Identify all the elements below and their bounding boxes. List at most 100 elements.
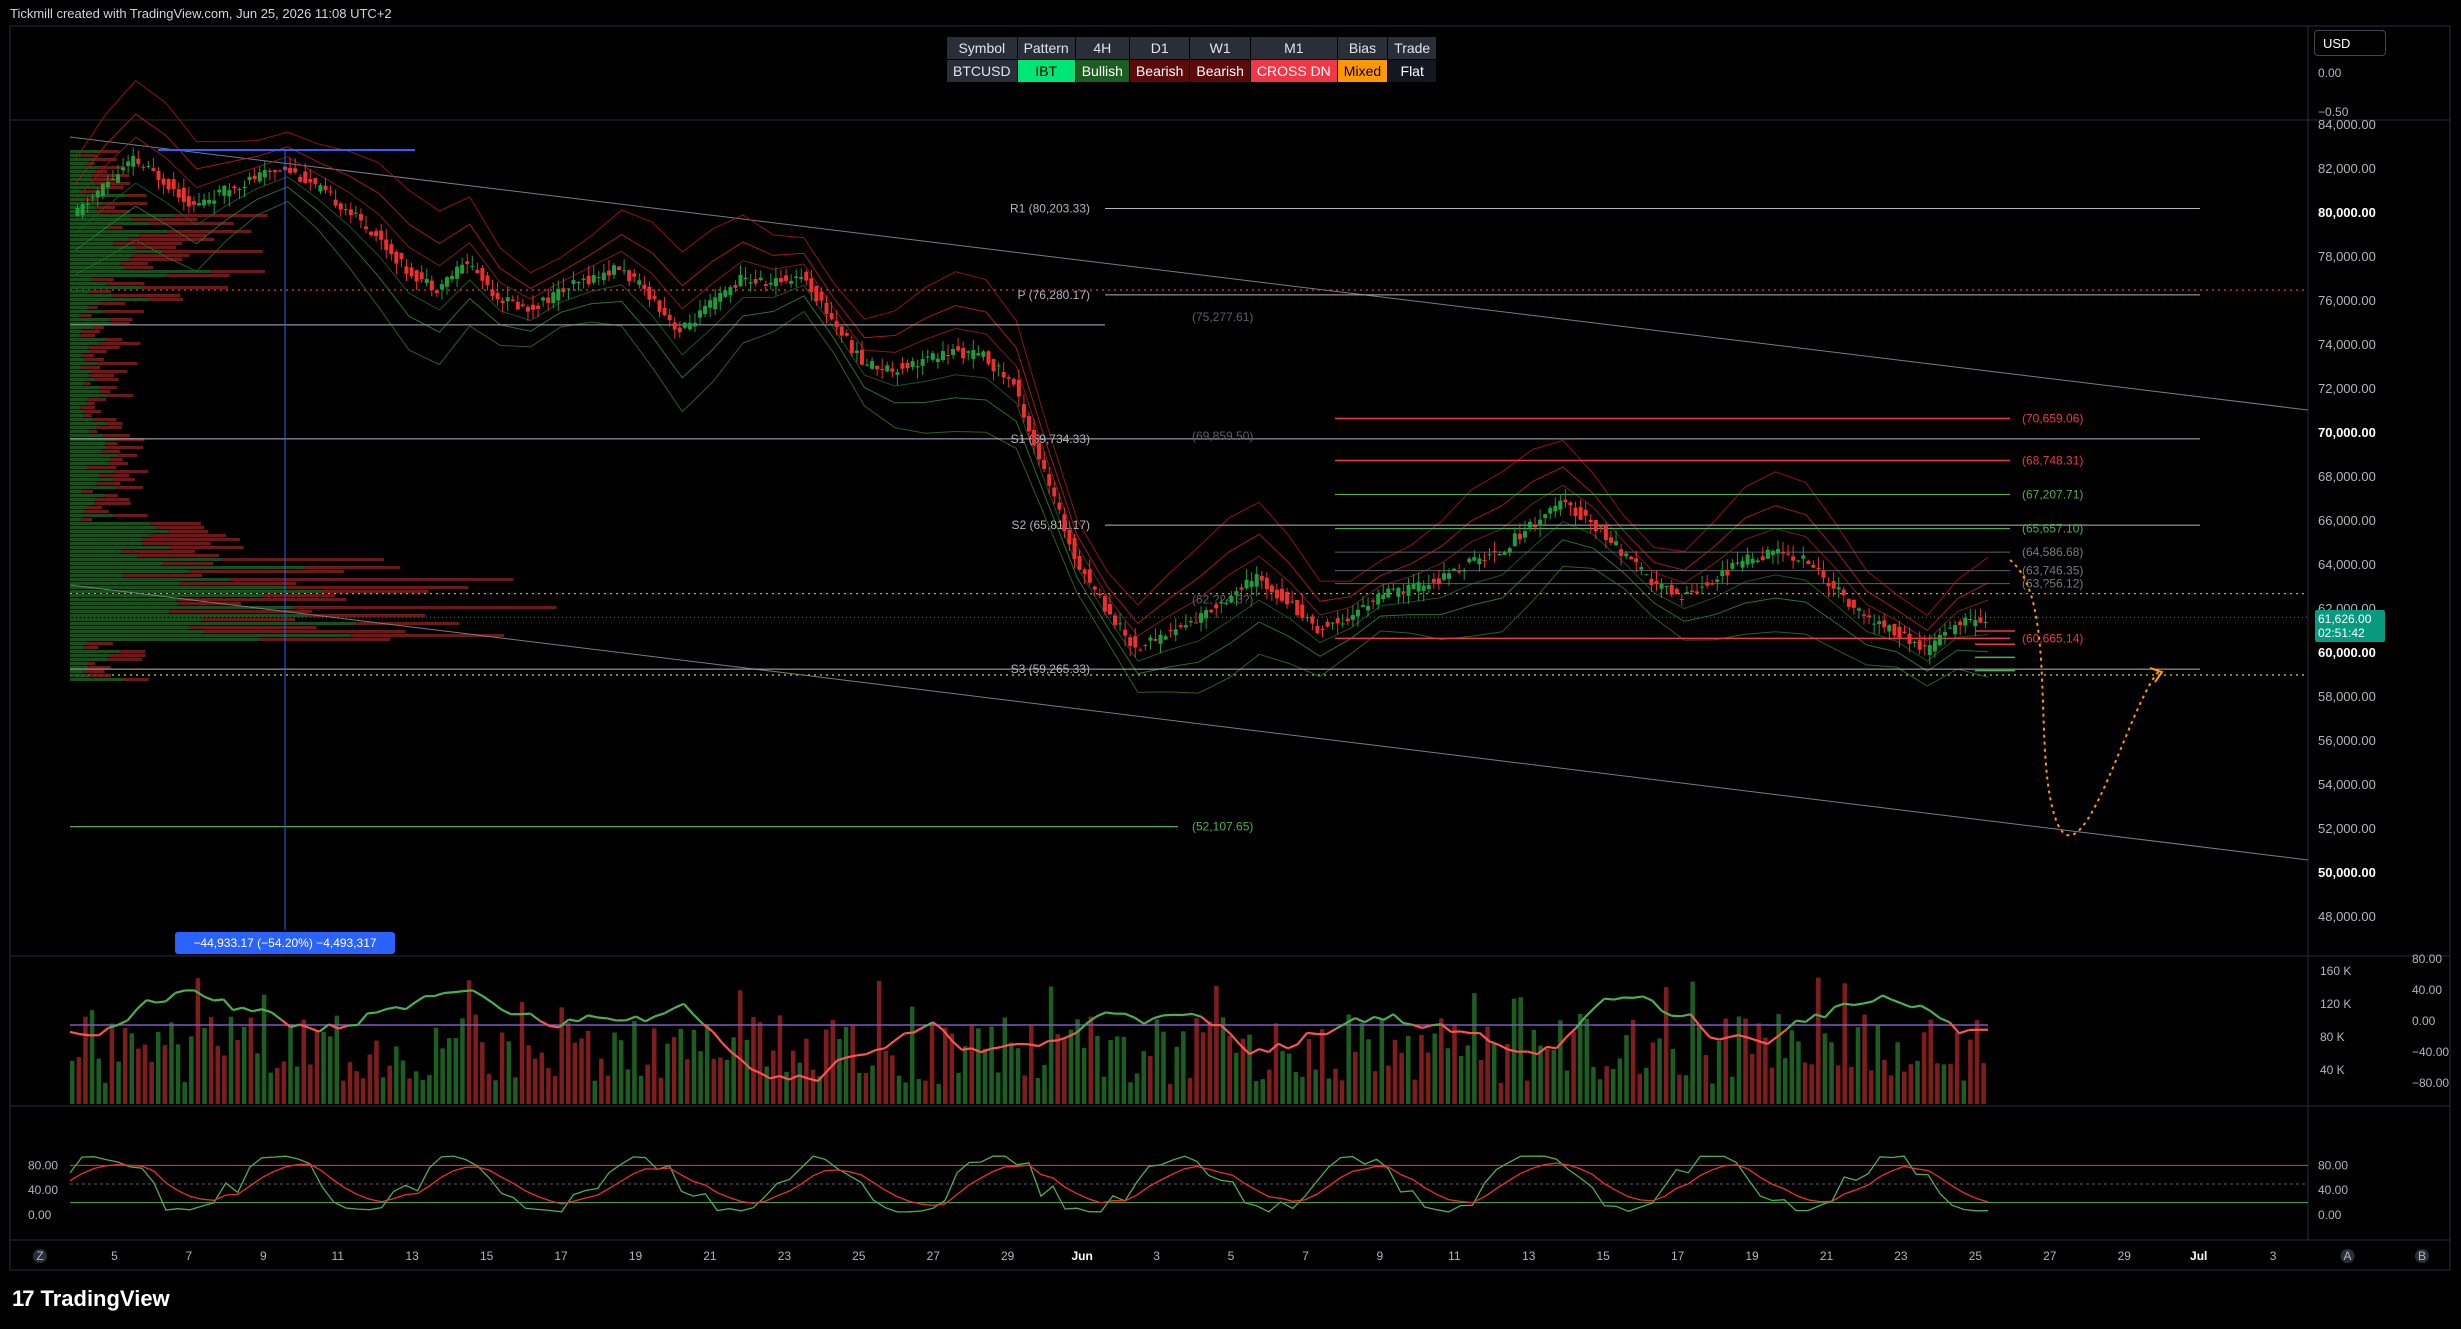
last-price-badge-bg bbox=[2315, 610, 2385, 642]
volume-bar bbox=[1101, 1076, 1107, 1104]
volume-bar bbox=[1849, 1066, 1854, 1104]
volume-bar bbox=[1386, 1065, 1391, 1104]
volume-bar bbox=[711, 1059, 717, 1104]
oscillator-line-segment bbox=[386, 1006, 397, 1011]
candle-body bbox=[1396, 587, 1401, 597]
candle-body bbox=[409, 267, 414, 277]
candle-body bbox=[1548, 508, 1553, 514]
candle-body bbox=[262, 170, 267, 178]
profile-bar-bull bbox=[70, 198, 85, 201]
volume-bar bbox=[1683, 1075, 1689, 1104]
volume-bar bbox=[691, 1029, 697, 1104]
volume-bar bbox=[1366, 1039, 1371, 1104]
profile-bar-bull bbox=[70, 622, 357, 625]
oscillator-line-segment bbox=[251, 1008, 263, 1013]
profile-bar-bull bbox=[70, 462, 110, 465]
profile-bar-bull bbox=[70, 158, 96, 161]
candle-body bbox=[470, 265, 475, 267]
oscillator-line-segment bbox=[443, 991, 454, 995]
candle-body bbox=[161, 178, 166, 185]
candle-body bbox=[207, 199, 212, 204]
oscillator-line-segment bbox=[79, 1033, 90, 1037]
profile-bar-bear bbox=[83, 382, 91, 385]
candle-body bbox=[217, 189, 222, 193]
profile-bar-bull bbox=[70, 518, 82, 521]
time-axis[interactable]: Z 5 7 9 11 13 15 17 19 21 23 25 27 29 Jun 3 5 7 9 11 13 15 17 1… bbox=[33, 1249, 2429, 1263]
oscillator-line-segment bbox=[1392, 1013, 1404, 1024]
candlesticks[interactable] bbox=[75, 147, 1988, 665]
profile-bar-bear bbox=[122, 574, 203, 577]
profile-bar-bull bbox=[70, 642, 87, 645]
candle-body bbox=[1958, 621, 1963, 626]
volume-bar bbox=[1313, 1069, 1318, 1104]
candle-body bbox=[1629, 556, 1634, 560]
profile-bar-bull bbox=[70, 438, 117, 441]
stoch-d-line bbox=[69, 1162, 1989, 1207]
candle-body bbox=[1877, 621, 1882, 625]
volume-bar bbox=[1604, 1066, 1609, 1104]
candle-body bbox=[1512, 533, 1517, 547]
profile-bar-bear bbox=[174, 214, 268, 217]
candle-body bbox=[1770, 550, 1775, 556]
oscillator-tick-label: 0.00 bbox=[2412, 1014, 2436, 1028]
volume-bar bbox=[367, 1054, 373, 1104]
volume-bar bbox=[1796, 1041, 1801, 1104]
oscillator-line-segment bbox=[923, 1021, 934, 1029]
oscillator-line-segment bbox=[491, 1001, 503, 1011]
price-axis[interactable]: 48,000.00 50,000.00 52,000.00 54,000.00 56,0… bbox=[2318, 117, 2376, 924]
oscillator-line-segment bbox=[654, 1012, 665, 1018]
volume-bar bbox=[1611, 1069, 1616, 1104]
currency-selector[interactable]: USD bbox=[2314, 30, 2386, 56]
oscillator-line-segment bbox=[1306, 1031, 1317, 1036]
volume-bar bbox=[1108, 1039, 1113, 1104]
candle-body bbox=[1376, 594, 1381, 605]
volume-bar bbox=[1485, 1026, 1490, 1104]
profile-bar-bear bbox=[123, 678, 149, 681]
candle-body bbox=[404, 266, 409, 274]
oscillator-line-segment bbox=[1699, 1025, 1711, 1039]
price-tick-label: 66,000.00 bbox=[2318, 513, 2376, 528]
candle-body bbox=[718, 292, 723, 302]
candle-body bbox=[541, 297, 546, 301]
candle-body bbox=[581, 278, 586, 280]
level-lines: R1 (80,203.33)P (76,280.17)S1 (69,734.33… bbox=[70, 202, 2200, 834]
candle-body bbox=[1598, 525, 1603, 528]
volume-bar bbox=[1068, 1029, 1074, 1104]
profile-bar-bull bbox=[70, 402, 88, 405]
oscillator-line-segment bbox=[328, 1023, 339, 1030]
candle-body bbox=[1148, 637, 1153, 641]
oscillator-line-segment bbox=[299, 1023, 311, 1030]
col-header-m1: M1 bbox=[1249, 36, 1338, 60]
candle-body bbox=[753, 279, 758, 284]
volume-bar bbox=[241, 1026, 247, 1104]
pivot-label: R1 (80,203.33) bbox=[1010, 202, 1090, 216]
candle-body bbox=[617, 266, 622, 271]
candle-body bbox=[1305, 617, 1310, 619]
profile-bar-bear bbox=[105, 494, 119, 497]
tradingview-logo[interactable]: 17 TradingView bbox=[12, 1286, 170, 1312]
oscillator-line-segment bbox=[434, 991, 445, 998]
profile-bar-bear bbox=[84, 198, 98, 201]
volume-tick-label: 80 K bbox=[2320, 1030, 2345, 1044]
profile-bar-bear bbox=[126, 194, 147, 197]
profile-bar-bear bbox=[210, 270, 265, 273]
profile-bar-bear bbox=[98, 166, 126, 169]
volume-bar bbox=[1002, 1017, 1008, 1104]
volume-bar bbox=[1472, 993, 1477, 1104]
col-header-4h: 4H bbox=[1074, 36, 1130, 60]
candle-body bbox=[885, 365, 890, 372]
volume-bar bbox=[1148, 1056, 1153, 1104]
candle-body bbox=[703, 305, 708, 315]
candle-body bbox=[1411, 583, 1416, 589]
volume-bar bbox=[228, 1016, 234, 1104]
price-tick-label: 64,000.00 bbox=[2318, 557, 2376, 572]
candle-body bbox=[95, 190, 100, 198]
volume-bar bbox=[837, 1038, 842, 1104]
volume-bar bbox=[519, 1001, 525, 1104]
measure-tool[interactable]: −44,933.17 (−54.20%) −4,493,317 bbox=[158, 149, 415, 954]
volume-bar bbox=[625, 1069, 631, 1104]
profile-bar-bull bbox=[70, 342, 99, 345]
candle-body bbox=[1274, 589, 1279, 599]
candle-body bbox=[920, 358, 925, 366]
